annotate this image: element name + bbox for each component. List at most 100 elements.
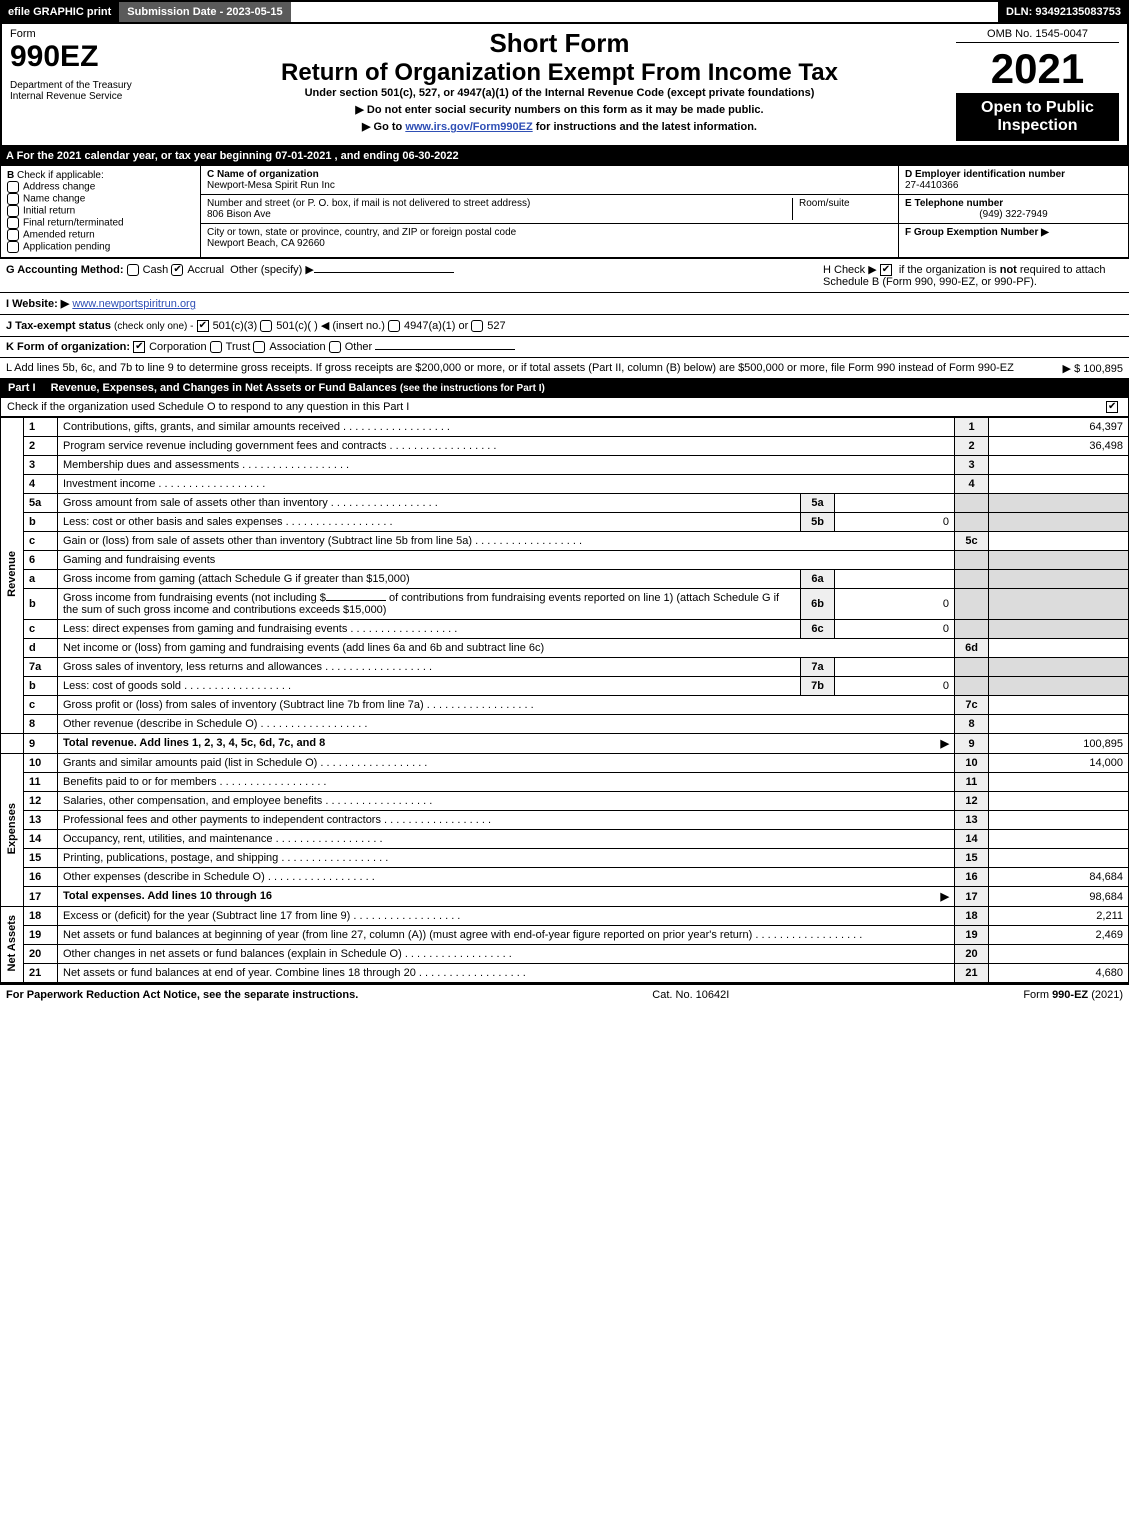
part1-header: Part I Revenue, Expenses, and Changes in… (0, 378, 1129, 398)
l-amount: ▶ $ 100,895 (1063, 362, 1123, 375)
tax-year: 2021 (956, 45, 1119, 93)
submission-date: Submission Date - 2023-05-15 (119, 2, 290, 22)
chk-name-change[interactable] (7, 193, 19, 205)
chk-trust[interactable] (210, 341, 222, 353)
ln1-no: 1 (24, 418, 58, 437)
ein: 27-4410366 (905, 180, 958, 191)
side-expenses: Expenses (1, 754, 24, 907)
footer-catno: Cat. No. 10642I (652, 989, 729, 1001)
g-other-input[interactable] (314, 272, 454, 273)
chk-final-return[interactable] (7, 217, 19, 229)
b-label: B (7, 170, 14, 181)
chk-501c[interactable] (260, 320, 272, 332)
j-501c3: 501(c)(3) (213, 320, 258, 332)
form-title-block: Short Form Return of Organization Exempt… (171, 23, 948, 146)
chk-association[interactable] (253, 341, 265, 353)
i-label: I Website: ▶ (6, 298, 69, 310)
g-other: Other (specify) ▶ (230, 264, 314, 276)
chk-4947[interactable] (388, 320, 400, 332)
section-g-h: G Accounting Method: Cash Accrual Other … (0, 258, 1129, 292)
telephone: (949) 322-7949 (905, 209, 1122, 220)
room-label: Room/suite (799, 198, 850, 209)
b-opt-1: Name change (23, 194, 85, 205)
city-value: Newport Beach, CA 92660 (207, 238, 325, 249)
line-11: 11Benefits paid to or for members11 (1, 773, 1129, 792)
org-name: Newport-Mesa Spirit Run Inc (207, 180, 335, 191)
section-c: C Name of organization Newport-Mesa Spir… (201, 166, 898, 257)
goto-pre: ▶ Go to (362, 121, 405, 133)
return-title: Return of Organization Exempt From Incom… (179, 59, 940, 87)
side-net-assets: Net Assets (1, 907, 24, 983)
open-to-public: Open to Public Inspection (956, 93, 1119, 141)
f-group-exempt-label: F Group Exemption Number ▶ (905, 227, 1049, 238)
city-label: City or town, state or province, country… (207, 227, 516, 238)
line-6: 6Gaming and fundraising events (1, 551, 1129, 570)
line-6a: aGross income from gaming (attach Schedu… (1, 570, 1129, 589)
line-5a: 5aGross amount from sale of assets other… (1, 494, 1129, 513)
6b-amount-input[interactable] (326, 600, 386, 601)
line-1: Revenue 1 Contributions, gifts, grants, … (1, 418, 1129, 437)
chk-527[interactable] (471, 320, 483, 332)
part1-check-line: Check if the organization used Schedule … (0, 398, 1129, 417)
line-10: Expenses 10Grants and similar amounts pa… (1, 754, 1129, 773)
b-opt-4: Amended return (23, 230, 95, 241)
chk-amended-return[interactable] (7, 229, 19, 241)
ln1-txt: Contributions, gifts, grants, and simila… (58, 418, 955, 437)
k-label: K Form of organization: (6, 341, 130, 353)
header-right: OMB No. 1545-0047 2021 Open to Public In… (948, 23, 1128, 146)
chk-corporation[interactable] (133, 341, 145, 353)
chk-initial-return[interactable] (7, 205, 19, 217)
org-info-block: B Check if applicable: Address change Na… (0, 165, 1129, 258)
line-5b: bLess: cost or other basis and sales exp… (1, 513, 1129, 532)
section-b: B Check if applicable: Address change Na… (1, 166, 201, 257)
section-j: J Tax-exempt status (check only one) - 5… (0, 314, 1129, 336)
part1-sub: (see the instructions for Part I) (400, 383, 545, 394)
section-a-tax-year: A For the 2021 calendar year, or tax yea… (0, 147, 1129, 165)
chk-cash[interactable] (127, 264, 139, 276)
line-20: 20Other changes in net assets or fund ba… (1, 945, 1129, 964)
h-text2: if the organization is (899, 264, 1000, 276)
line-14: 14Occupancy, rent, utilities, and mainte… (1, 830, 1129, 849)
footer-left: For Paperwork Reduction Act Notice, see … (6, 989, 358, 1001)
c-name-label: C Name of organization (207, 169, 319, 180)
website-link[interactable]: www.newportspiritrun.org (72, 298, 196, 310)
chk-h[interactable] (880, 264, 892, 276)
j-4947: 4947(a)(1) or (404, 320, 468, 332)
chk-accrual[interactable] (171, 264, 183, 276)
ssn-warning: ▶ Do not enter social security numbers o… (179, 103, 940, 116)
part1-check-text: Check if the organization used Schedule … (7, 401, 409, 413)
line-19: 19Net assets or fund balances at beginni… (1, 926, 1129, 945)
e-tel-label: E Telephone number (905, 198, 1003, 209)
l-text: L Add lines 5b, 6c, and 7b to line 9 to … (6, 362, 1014, 374)
chk-other-org[interactable] (329, 341, 341, 353)
line-16: 16Other expenses (describe in Schedule O… (1, 868, 1129, 887)
g-accrual: Accrual (187, 264, 224, 276)
j-insert: ◀ (insert no.) (321, 320, 385, 332)
ln1-val: 64,397 (989, 418, 1129, 437)
k-other: Other (345, 341, 373, 353)
b-opt-5: Application pending (23, 242, 110, 253)
chk-501c3[interactable] (197, 320, 209, 332)
j-sub: (check only one) - (114, 321, 193, 332)
line-6d: dNet income or (loss) from gaming and fu… (1, 639, 1129, 658)
under-section: Under section 501(c), 527, or 4947(a)(1)… (179, 87, 940, 99)
goto-line: ▶ Go to www.irs.gov/Form990EZ for instru… (179, 120, 940, 133)
line-5c: cGain or (loss) from sale of assets othe… (1, 532, 1129, 551)
part1-table: Revenue 1 Contributions, gifts, grants, … (0, 417, 1129, 983)
line-4: 4Investment income4 (1, 475, 1129, 494)
line-17: 17Total expenses. Add lines 10 through 1… (1, 887, 1129, 907)
k-other-input[interactable] (375, 349, 515, 350)
line-21: 21Net assets or fund balances at end of … (1, 964, 1129, 983)
chk-schedule-o[interactable] (1106, 401, 1118, 413)
irs-label: Internal Revenue Service (10, 91, 163, 102)
instructions-link[interactable]: www.irs.gov/Form990EZ (405, 121, 532, 133)
line-7b: bLess: cost of goods sold7b0 (1, 677, 1129, 696)
page-footer: For Paperwork Reduction Act Notice, see … (0, 983, 1129, 1005)
dln: DLN: 93492135083753 (998, 2, 1129, 22)
efile-tag[interactable]: efile GRAPHIC print (0, 2, 119, 22)
form-identity: Form 990EZ Department of the Treasury In… (1, 23, 171, 146)
chk-address-change[interactable] (7, 181, 19, 193)
j-label: J Tax-exempt status (6, 320, 111, 332)
chk-application-pending[interactable] (7, 241, 19, 253)
b-opt-0: Address change (23, 182, 95, 193)
